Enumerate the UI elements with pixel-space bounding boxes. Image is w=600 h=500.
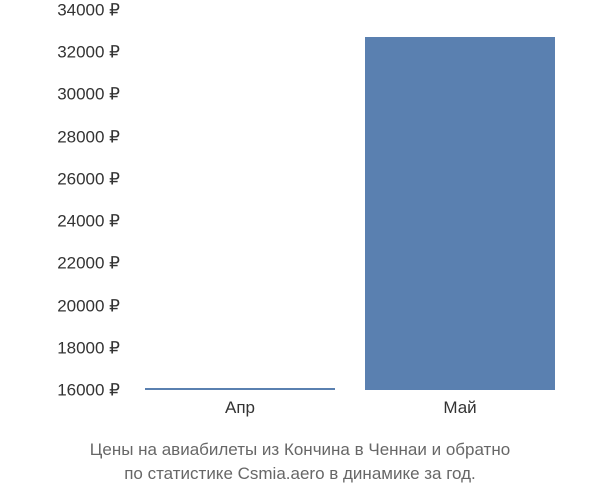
y-tick-label: 28000 ₽ [20,128,120,145]
y-tick-label: 34000 ₽ [20,2,120,19]
y-tick-label: 20000 ₽ [20,297,120,314]
y-tick-label: 16000 ₽ [20,382,120,399]
chart-container: 16000 ₽ 18000 ₽ 20000 ₽ 22000 ₽ 24000 ₽ 26000… [20,10,580,430]
y-tick-label: 30000 ₽ [20,86,120,103]
y-tick-label: 26000 ₽ [20,170,120,187]
bar [145,388,335,390]
caption-line-2: по статистике Csmia.aero в динамике за г… [0,462,600,486]
y-tick-label: 24000 ₽ [20,213,120,230]
x-tick-label: Апр [225,398,255,418]
bar [365,37,555,390]
plot-area [130,10,580,390]
chart-caption: Цены на авиабилеты из Кончина в Ченнаи и… [0,438,600,486]
y-tick-label: 18000 ₽ [20,339,120,356]
x-axis-labels: Апр Май [130,398,580,428]
y-axis: 16000 ₽18000 ₽20000 ₽22000 ₽24000 ₽26000… [20,10,120,390]
y-tick-label: 32000 ₽ [20,44,120,61]
y-tick-label: 22000 ₽ [20,255,120,272]
caption-line-1: Цены на авиабилеты из Кончина в Ченнаи и… [0,438,600,462]
x-tick-label: Май [443,398,476,418]
